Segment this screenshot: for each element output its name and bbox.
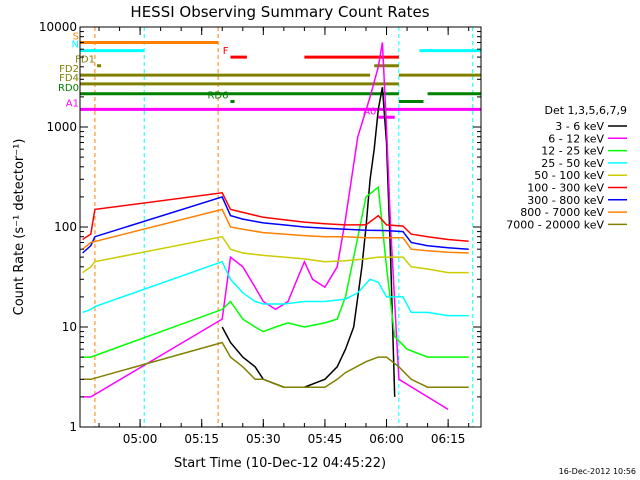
status-label-FD2: FD2 — [59, 64, 79, 75]
status-label-F: F — [223, 46, 229, 57]
x-tick-label-2: 05:30 — [246, 432, 281, 446]
legend-label-4: 50 - 100 keV — [534, 169, 604, 182]
status-label-S: S — [73, 31, 79, 42]
legend-label-2: 12 - 25 keV — [541, 145, 604, 158]
y-tick-label-4: 10000 — [39, 20, 77, 34]
vertical-marker-lines — [79, 27, 474, 427]
legend-label-6: 300 - 800 keV — [527, 194, 604, 207]
data-series — [82, 42, 469, 411]
x-tick-label-1: 05:15 — [184, 432, 219, 446]
series-line-7 — [82, 208, 469, 254]
x-tick-label-3: 05:45 — [308, 432, 343, 446]
series-line-0 — [221, 87, 396, 397]
series-line-1 — [82, 42, 449, 411]
series-line-4 — [82, 235, 469, 274]
y-tick-label-3: 1000 — [46, 120, 77, 134]
legend-label-3: 25 - 50 keV — [541, 157, 604, 170]
x-tick-label-0: 05:00 — [123, 432, 158, 446]
x-axis-label: Start Time (10-Dec-12 04:45:22) — [174, 456, 386, 471]
series-line-6 — [82, 195, 469, 254]
status-label-FD4: FD4 — [59, 73, 79, 84]
legend-label-0: 3 - 6 keV — [555, 120, 604, 133]
legend-label-5: 100 - 300 keV — [527, 182, 604, 195]
x-axis-ticks: 05:00 05:15 05:30 05:45 06:00 06:15 — [98, 27, 470, 446]
x-tick-label-4: 06:00 — [369, 432, 404, 446]
legend-label-8: 7000 - 20000 keV — [506, 218, 604, 231]
series-line-5 — [82, 191, 469, 243]
status-label-A1: A1 — [66, 98, 79, 109]
series-line-8 — [82, 341, 469, 388]
y-axis-ticks: 1 10 100 1000 10000 — [39, 20, 481, 434]
series-line-3 — [82, 260, 469, 317]
status-label-RD0: RD0 — [58, 83, 79, 94]
y-tick-label-2: 100 — [54, 220, 77, 234]
status-label-A0: A0 — [363, 106, 376, 117]
status-label-N: N — [72, 40, 79, 51]
status-label-RD6: RD6 — [207, 90, 228, 101]
x-tick-label-5: 06:15 — [431, 432, 466, 446]
y-axis-label: Count Rate (s⁻¹ detector⁻¹) — [12, 139, 27, 316]
legend-label-7: 800 - 7000 keV — [520, 206, 604, 219]
legend-label-1: 6 - 12 keV — [548, 132, 604, 145]
timestamp: 16-Dec-2012 10:56 — [559, 467, 636, 476]
y-tick-label-1: 10 — [62, 320, 77, 334]
legend-title: Det 1,3,5,6,7,9 — [544, 104, 627, 117]
series-line-2 — [82, 185, 469, 358]
chart-title: HESSI Observing Summary Count Rates — [130, 3, 429, 21]
status-label-FD1: FD1 — [75, 55, 95, 66]
y-tick-label-0: 1 — [69, 420, 77, 434]
